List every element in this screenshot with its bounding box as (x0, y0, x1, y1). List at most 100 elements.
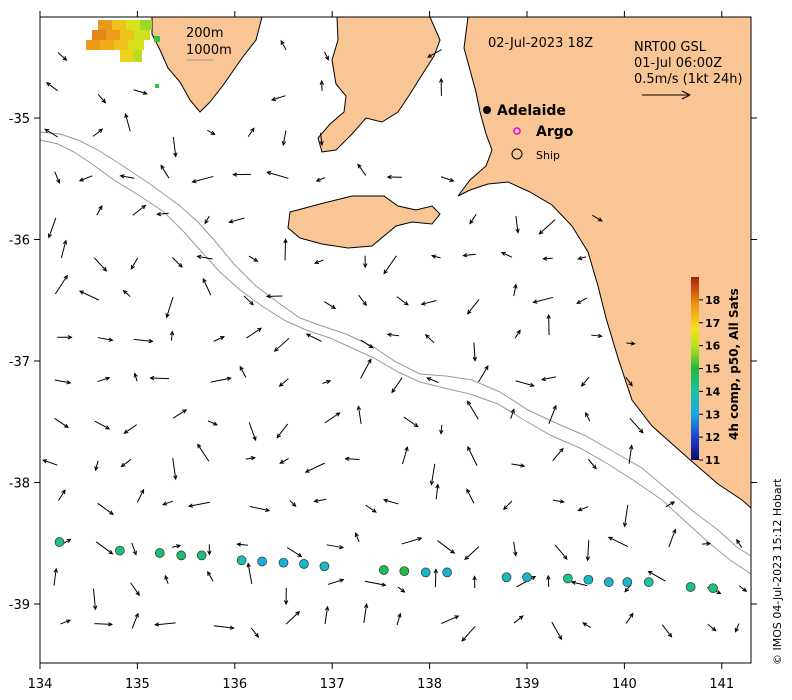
current-arrow-head (278, 382, 284, 387)
current-arrow-head (454, 615, 460, 620)
current-arrow-head (363, 603, 369, 609)
current-arrow-head (439, 77, 444, 83)
current-arrow-head (624, 587, 629, 593)
current-arrow-head (250, 456, 256, 461)
current-arrow-head (354, 532, 359, 538)
current-arrow (357, 164, 367, 176)
sst-dot (399, 566, 410, 577)
current-arrow (316, 177, 326, 182)
current-arrow-head (552, 404, 557, 410)
current-arrow-head (529, 382, 535, 388)
current-arrow (155, 622, 176, 626)
current-arrow (197, 444, 210, 462)
current-arrow (48, 217, 57, 238)
current-arrow (421, 300, 437, 305)
current-arrow-head (246, 562, 251, 568)
current-arrow (42, 459, 58, 466)
current-arrow-head (597, 217, 603, 222)
current-arrow-head (140, 488, 145, 494)
x-axis: 134 135 136 137 138 139 140 141 (28, 11, 734, 692)
current-arrow-head (149, 375, 155, 381)
current-arrow (578, 256, 587, 260)
current-arrow-head (542, 256, 548, 261)
current-arrow-head (249, 300, 254, 306)
current-arrow-head (202, 277, 207, 283)
sst-dot (378, 565, 389, 575)
current-arrow (172, 136, 177, 157)
current-arrow-head (331, 304, 337, 310)
current-arrow-head (585, 556, 591, 562)
sst-dot (442, 567, 452, 578)
current-arrow-head (563, 555, 568, 560)
current-arrow (539, 219, 556, 235)
current-arrow-head (229, 625, 235, 630)
current-arrow-head (315, 177, 321, 182)
current-arrow-head (42, 459, 48, 464)
current-arrow-head (105, 376, 111, 381)
current-arrow (54, 275, 68, 295)
current-arrow (327, 579, 344, 585)
current-arrow-head (210, 130, 216, 135)
current-arrow (363, 604, 368, 623)
current-arrow (204, 215, 210, 224)
current-arrow (280, 40, 287, 51)
current-arrow-head (362, 301, 367, 307)
current-arrow (46, 82, 59, 92)
current-arrow (365, 504, 377, 513)
current-arrow (246, 327, 262, 339)
current-arrow (136, 489, 145, 503)
current-arrow (552, 499, 564, 503)
current-arrow-head (142, 90, 148, 95)
current-arrow (391, 377, 403, 393)
current-arrow (130, 257, 139, 270)
current-arrow-head (187, 503, 194, 508)
current-arrow-head (597, 333, 603, 339)
current-arrow (314, 498, 327, 502)
current-arrow-head (204, 219, 209, 225)
current-arrow-head (102, 266, 108, 272)
current-arrow-head (66, 380, 72, 385)
sst-dot (522, 572, 532, 583)
current-arrow-head (169, 330, 175, 336)
current-arrow-head (254, 632, 260, 638)
current-arrow (467, 299, 480, 315)
current-arrow (249, 505, 270, 512)
current-arrow-head (742, 587, 748, 592)
current-arrow (387, 333, 400, 337)
current-arrow (250, 627, 259, 638)
current-arrow (95, 541, 113, 555)
current-arrow (170, 331, 173, 341)
current-arrow-head (382, 498, 389, 503)
colorbar (691, 277, 699, 460)
current-arrow (430, 463, 436, 485)
current-arrow (735, 623, 740, 632)
current-arrow-head (472, 575, 477, 581)
current-arrow (582, 622, 592, 629)
current-arrow (282, 130, 287, 146)
current-arrow (306, 333, 322, 342)
current-arrow-head (413, 422, 419, 428)
colorbar-tick-label: 11 (705, 454, 720, 467)
current-arrow (324, 51, 329, 60)
current-arrow-head (265, 507, 271, 513)
current-arrow-head (266, 171, 272, 176)
current-arrow-head (629, 444, 634, 450)
current-arrow (202, 278, 212, 296)
current-arrow-head (433, 568, 438, 574)
depth-label-200m: 200m (186, 26, 223, 41)
current-arrow-head (62, 56, 68, 61)
current-arrow-head (228, 219, 234, 224)
current-arrow (513, 615, 524, 624)
current-arrow (54, 417, 69, 428)
current-arrow-head (232, 172, 238, 177)
current-arrow-head (196, 254, 202, 260)
current-arrow-head (92, 605, 98, 611)
current-arrow-head (134, 612, 139, 618)
current-arrow-head (559, 499, 565, 504)
current-arrow (207, 129, 215, 135)
current-arrow (150, 377, 170, 380)
current-arrow (121, 459, 132, 467)
current-arrow (172, 457, 177, 480)
y-tick-label: -38 (9, 477, 30, 492)
